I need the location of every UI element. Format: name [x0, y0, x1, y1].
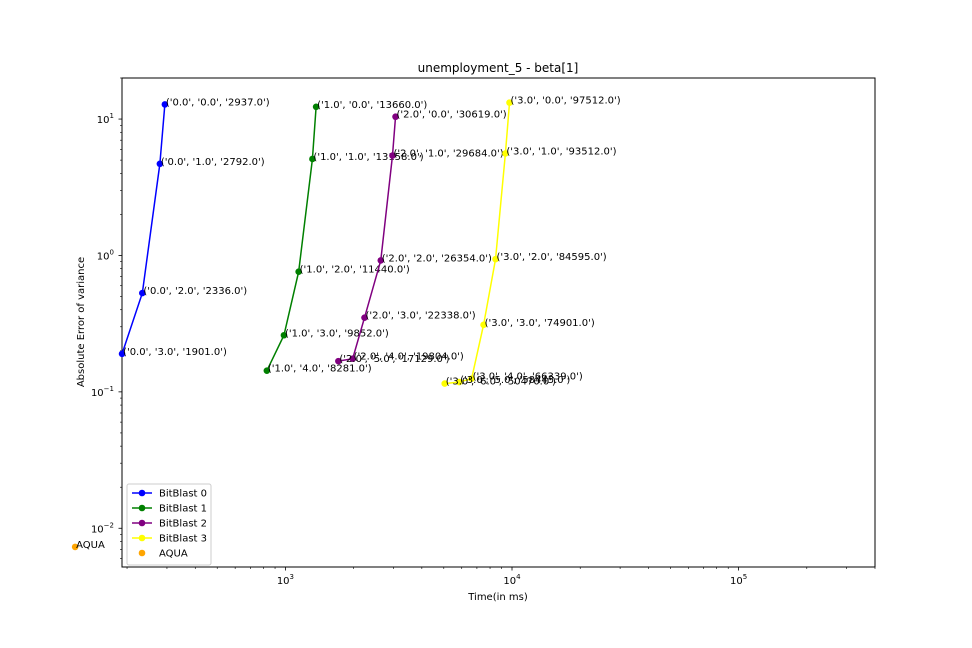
- legend-label: AQUA: [159, 549, 188, 560]
- data-point: [312, 103, 320, 111]
- series-line: [121, 104, 166, 355]
- data-point: [349, 355, 356, 363]
- data-point-label: ('1.0', '3.0', '9852.0'): [285, 328, 389, 339]
- legend: BitBlast 0 BitBlast 1 BitBlast 2 BitBlast 3…: [126, 483, 212, 566]
- y-tick-label: 10−2: [91, 521, 114, 535]
- data-point: [389, 152, 396, 159]
- data-point-label: ('1.0', '0.0', '13660.0'): [317, 100, 427, 111]
- data-point: [161, 101, 169, 108]
- data-point: [506, 99, 513, 106]
- series-bitblast-2: ('2.0', '0.0', '30619.0') ('2.0', '1.0', …: [335, 110, 507, 365]
- y-tick-label: 100: [97, 248, 114, 262]
- legend-label: BitBlast 0: [159, 489, 207, 500]
- legend-box: [126, 483, 212, 566]
- data-point: [118, 350, 126, 358]
- data-point-label: ('2.0', '4.0', '19804.0'): [354, 352, 464, 363]
- data-point: [455, 378, 463, 386]
- data-point: [468, 375, 475, 382]
- data-point-label: ('1.0', '1.0', '13158.0'): [313, 152, 423, 163]
- data-point-label: ('3.0', '4.0', '66339.0'): [473, 372, 583, 383]
- data-point: [480, 321, 487, 329]
- legend-marker: [138, 549, 146, 557]
- x-tick-label: 104: [503, 573, 521, 587]
- data-point: [71, 543, 79, 551]
- y-tick-label: 10−1: [91, 385, 114, 399]
- series-bitblast-1: ('1.0', '0.0', '13660.0') ('1.0', '1.0', …: [263, 100, 427, 375]
- data-point-label: ('2.0', '2.0', '26354.0'): [382, 253, 492, 264]
- data-point-label: ('0.0', '0.0', '2937.0'): [166, 97, 270, 108]
- series-layer: ('0.0', '0.0', '2937.0') ('0.0', '1.0', '…: [71, 96, 621, 551]
- data-point-label: ('1.0', '4.0', '8281.0'): [268, 364, 372, 375]
- data-point-label: ('1.0', '2.0', '11440.0'): [300, 265, 410, 276]
- x-tick-label: 103: [277, 573, 294, 587]
- data-point: [309, 155, 316, 163]
- data-point: [361, 314, 368, 321]
- legend-entry: BitBlast 3: [132, 534, 207, 545]
- data-point-label: ('3.0', '0.0', '97512.0'): [511, 96, 621, 107]
- data-point: [295, 268, 302, 276]
- y-axis-label: Absolute Error of variance: [76, 257, 87, 387]
- x-tick-label: 105: [730, 573, 747, 587]
- data-point: [441, 380, 449, 387]
- data-point-label: ('2.0', '3.0', '22338.0'): [366, 311, 476, 322]
- data-point: [392, 113, 399, 121]
- legend-marker: [138, 534, 146, 542]
- data-point: [502, 150, 509, 157]
- legend-marker: [138, 519, 146, 527]
- legend-label: BitBlast 2: [159, 519, 207, 530]
- series-bitblast-3: ('3.0', '0.0', '97512.0') ('3.0', '1.0', …: [441, 96, 621, 388]
- series-line: [444, 102, 511, 385]
- legend-label: BitBlast 1: [159, 504, 207, 515]
- data-point-label: ('0.0', '2.0', '2336.0'): [143, 286, 247, 297]
- data-point: [263, 367, 271, 374]
- data-point-label: AQUA: [76, 540, 105, 551]
- y-tick-label: 101: [97, 112, 114, 126]
- data-point: [492, 255, 499, 263]
- series-bitblast-0: ('0.0', '0.0', '2937.0') ('0.0', '1.0', '…: [118, 97, 270, 358]
- data-point-label: ('3.0', '6.0', '50470.0'): [446, 377, 556, 388]
- data-point: [156, 160, 164, 168]
- plot-area: [121, 77, 876, 568]
- data-point-label: ('3.0', '5.0', '58445.0'): [460, 375, 570, 386]
- data-point-label: ('3.0', '1.0', '93512.0'): [506, 146, 616, 157]
- legend-marker: [138, 504, 146, 512]
- data-point-label: ('0.0', '1.0', '2792.0'): [161, 157, 265, 168]
- data-point: [280, 331, 288, 339]
- legend-entry: AQUA: [138, 549, 188, 560]
- chart-title: unemployment_5 - beta[1]: [418, 61, 579, 75]
- data-point-label: ('3.0', '2.0', '84595.0'): [497, 252, 607, 263]
- legend-entry: BitBlast 2: [132, 519, 207, 530]
- legend-entry: BitBlast 1: [132, 504, 207, 515]
- series-aqua: AQUA: [71, 540, 105, 551]
- data-point-label: ('2.0', '1.0', '29684.0'): [393, 149, 503, 160]
- data-point-label: ('2.0', '5.0', '17129.0'): [339, 354, 449, 365]
- data-point-label: ('2.0', '0.0', '30619.0'): [397, 110, 507, 121]
- legend-marker: [138, 489, 146, 497]
- legend-entry: BitBlast 0: [132, 489, 207, 500]
- legend-label: BitBlast 3: [159, 534, 207, 545]
- data-point: [139, 289, 146, 297]
- data-point: [335, 357, 342, 365]
- data-point-label: ('3.0', '3.0', '74901.0'): [485, 318, 595, 329]
- data-point: [377, 257, 385, 264]
- data-point-label: ('0.0', '3.0', '1901.0'): [123, 347, 227, 358]
- axis-ticks: 103 104 105 10−2 10−1 100 101: [91, 77, 876, 587]
- x-axis-label: Time(in ms): [467, 592, 528, 603]
